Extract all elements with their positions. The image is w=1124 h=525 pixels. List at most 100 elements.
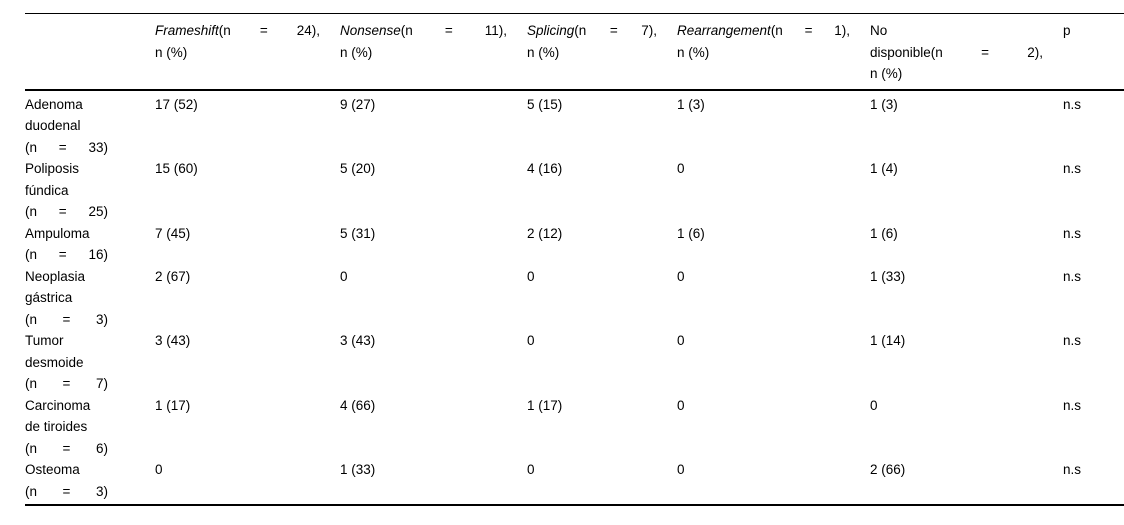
row-n-count: (n = 16) <box>25 244 108 266</box>
row-label: Tumor desmoide (n = 7) <box>25 330 155 395</box>
cell-splicing: 0 <box>527 333 535 348</box>
cell-no-disponible: 2 (66) <box>870 462 906 477</box>
n-count-token: 7), <box>641 23 657 38</box>
cell-nonsense: 1 (33) <box>340 462 376 477</box>
mutation-distribution-table: Frameshift(n = 24), n (%) Nonsense(n = 1… <box>25 13 1124 506</box>
n-count-token: 1), <box>834 23 850 38</box>
header-line-justified: Frameshift(n = 24), <box>155 20 320 42</box>
n-count-token: 11), <box>484 23 507 38</box>
header-line-justified: disponible(n = 2), <box>870 42 1043 64</box>
header-line-justified: Rearrangement(n = 1), <box>677 20 850 42</box>
row-n-count: (n = 25) <box>25 201 108 223</box>
header-line2: n (%) <box>340 44 373 60</box>
equals-token: = <box>58 139 67 155</box>
header-line2: n (%) <box>155 44 188 60</box>
cell-p-value: n.s <box>1063 161 1082 176</box>
n-open-token: (n <box>400 23 413 38</box>
header-name-token: Frameshift(n <box>155 20 231 42</box>
cell-no-disponible: 1 (14) <box>870 333 906 348</box>
header-splicing: Splicing(n = 7), n (%) <box>527 20 677 85</box>
row-label-line: fúndica <box>25 182 69 198</box>
header-name-token: disponible(n <box>870 44 943 60</box>
header-empty-cell <box>25 20 155 85</box>
cell-rearrangement: 0 <box>677 268 685 284</box>
row-label-line: Ampuloma <box>25 225 90 241</box>
cell-frameshift: 1 (17) <box>155 397 191 413</box>
cell-splicing: 0 <box>527 462 535 477</box>
equals-token: = <box>58 204 67 219</box>
header-line2: n (%) <box>527 44 560 60</box>
cell-nonsense: 3 (43) <box>340 333 376 348</box>
cell-frameshift: 15 (60) <box>155 161 198 176</box>
cell-frameshift: 3 (43) <box>155 333 191 348</box>
row-label: Ampuloma (n = 16) <box>25 223 155 266</box>
n-close-token: 3) <box>95 483 108 499</box>
row-label: Neoplasia gástrica (n = 3) <box>25 266 155 331</box>
n-open-token: (n <box>25 483 38 499</box>
mutation-name-italic: Splicing <box>527 23 575 38</box>
cell-rearrangement: 0 <box>677 397 685 413</box>
equals-token: = <box>609 23 618 38</box>
row-label-line: de tiroides <box>25 419 88 434</box>
mutation-name-italic: Rearrangement <box>677 23 771 38</box>
cell-no-disponible: 1 (4) <box>870 161 898 176</box>
row-label: Adenoma duodenal (n = 33) <box>25 94 155 159</box>
n-open-token: (n <box>25 440 38 456</box>
cell-p-value: n.s <box>1063 397 1082 413</box>
cell-p-value: n.s <box>1063 268 1082 284</box>
n-count-token: 24), <box>296 23 320 38</box>
cell-splicing: 2 (12) <box>527 225 563 241</box>
n-open-token: (n <box>25 204 38 219</box>
cell-rearrangement: 0 <box>677 161 685 176</box>
n-close-token: 16) <box>88 247 108 262</box>
cell-splicing: 4 (16) <box>527 161 563 176</box>
table-header-row: Frameshift(n = 24), n (%) Nonsense(n = 1… <box>25 14 1124 91</box>
row-label-line: Adenoma <box>25 96 83 112</box>
header-name-token: Rearrangement(n <box>677 20 783 42</box>
cell-frameshift: 2 (67) <box>155 268 191 284</box>
header-rearrangement: Rearrangement(n = 1), n (%) <box>677 20 870 85</box>
table-row-poliposis-fundica: Poliposis fúndica (n = 25) 15 (60) 5 (20… <box>25 158 1124 223</box>
cell-nonsense: 5 (31) <box>340 225 376 241</box>
row-n-count: (n = 7) <box>25 373 108 395</box>
table-row-neoplasia-gastrica: Neoplasia gástrica (n = 3) 2 (67) 0 0 0 … <box>25 266 1124 331</box>
equals-token: = <box>444 23 453 38</box>
n-open-token: (n <box>25 311 38 327</box>
table-row-tumor-desmoide: Tumor desmoide (n = 7) 3 (43) 3 (43) 0 0… <box>25 330 1124 395</box>
header-frameshift: Frameshift(n = 24), n (%) <box>155 20 340 85</box>
cell-no-disponible: 0 <box>870 397 878 413</box>
row-label-line: duodenal <box>25 118 81 133</box>
cell-nonsense: 0 <box>340 268 348 284</box>
header-line3: n (%) <box>870 66 903 81</box>
equals-token: = <box>62 311 71 327</box>
n-open-token: (n <box>574 23 587 38</box>
table-row-ampuloma: Ampuloma (n = 16) 7 (45) 5 (31) 2 (12) 1… <box>25 223 1124 266</box>
n-open-token: (n <box>25 376 38 391</box>
table-row-adenoma-duodenal: Adenoma duodenal (n = 33) 17 (52) 9 (27)… <box>25 94 1124 159</box>
header-line-justified: Nonsense(n = 11), <box>340 20 507 42</box>
row-label-line: Carcinoma <box>25 397 91 413</box>
cell-splicing: 1 (17) <box>527 397 563 413</box>
n-close-token: 6) <box>95 440 108 456</box>
row-label-line: Poliposis <box>25 161 80 176</box>
cell-nonsense: 4 (66) <box>340 397 376 413</box>
row-label-line: desmoide <box>25 354 84 370</box>
header-line2: n (%) <box>677 44 710 60</box>
cell-splicing: 0 <box>527 268 535 284</box>
table-row-carcinoma-de-tiroides: Carcinoma de tiroides (n = 6) 1 (17) 4 (… <box>25 395 1124 460</box>
header-nonsense: Nonsense(n = 11), n (%) <box>340 20 527 85</box>
n-close-token: 33) <box>88 139 108 155</box>
row-n-count: (n = 3) <box>25 481 108 503</box>
row-label-line: Neoplasia <box>25 268 86 284</box>
mutation-name-italic: Nonsense <box>340 23 401 38</box>
cell-p-value: n.s <box>1063 333 1082 348</box>
row-label: Osteoma (n = 3) <box>25 459 155 502</box>
equals-token: = <box>804 23 813 38</box>
equals-token: = <box>62 440 71 456</box>
equals-token: = <box>58 247 67 262</box>
n-open-token: (n <box>25 247 38 262</box>
header-name-token: Splicing(n <box>527 20 586 42</box>
cell-nonsense: 5 (20) <box>340 161 376 176</box>
row-n-count: (n = 3) <box>25 309 108 331</box>
row-label: Poliposis fúndica (n = 25) <box>25 158 155 223</box>
